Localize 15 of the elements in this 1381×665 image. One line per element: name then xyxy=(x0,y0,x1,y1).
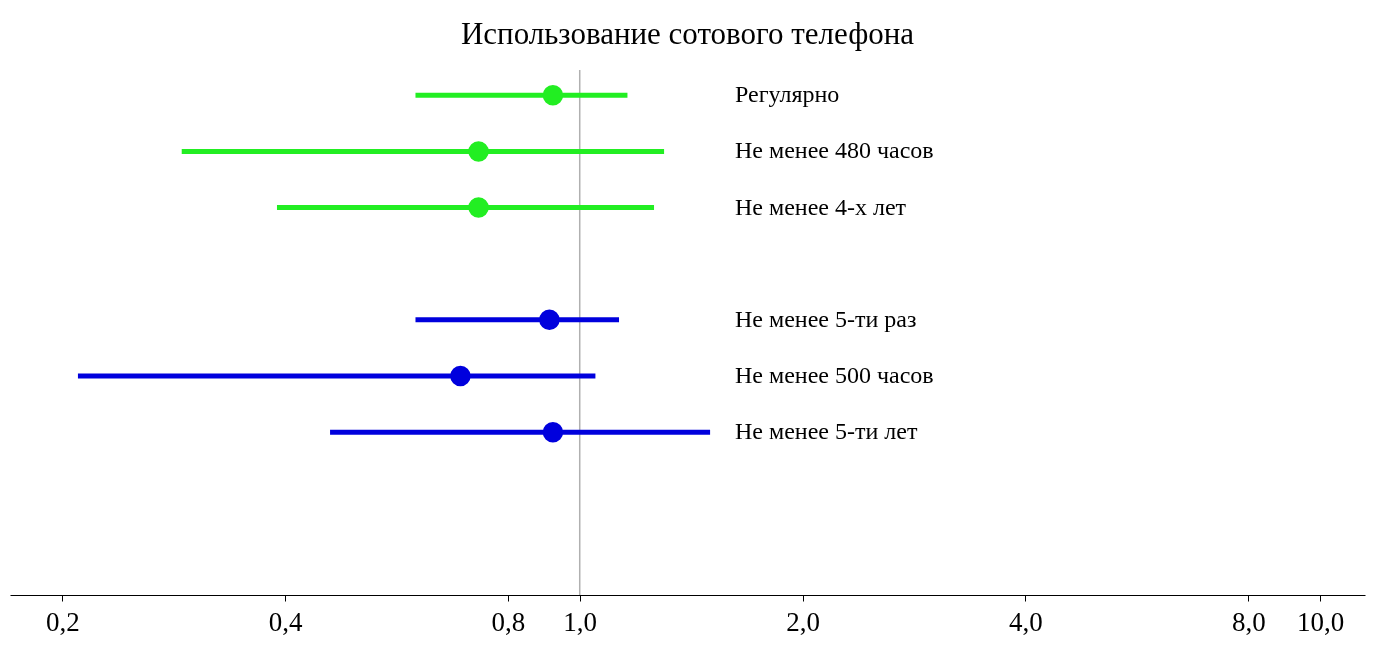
chart-title: Использование сотового телефона xyxy=(460,16,915,52)
x-tick-label: 0,2 xyxy=(45,606,80,637)
y-tick-label: Не менее 4-х лет xyxy=(735,193,907,220)
y-tick-label: Не менее 480 часов xyxy=(735,137,934,164)
x-tick-label: 0,4 xyxy=(268,606,303,637)
y-tick-label: Не менее 5-ти лет xyxy=(735,418,918,445)
x-tick-label: 4,0 xyxy=(1009,606,1043,637)
x-tick-label: 2,0 xyxy=(786,606,820,637)
y-tick-label: Не менее 5-ти раз xyxy=(735,305,917,332)
x-tick-label: 0,8 xyxy=(491,606,526,637)
x-tick-label: 1,0 xyxy=(563,606,598,637)
x-tick-label: 10,0 xyxy=(1296,606,1345,637)
y-tick-label: Регулярно xyxy=(735,81,840,108)
y-tick-label: Не менее 500 часов xyxy=(735,362,934,389)
x-tick-label: 8,0 xyxy=(1231,606,1266,637)
